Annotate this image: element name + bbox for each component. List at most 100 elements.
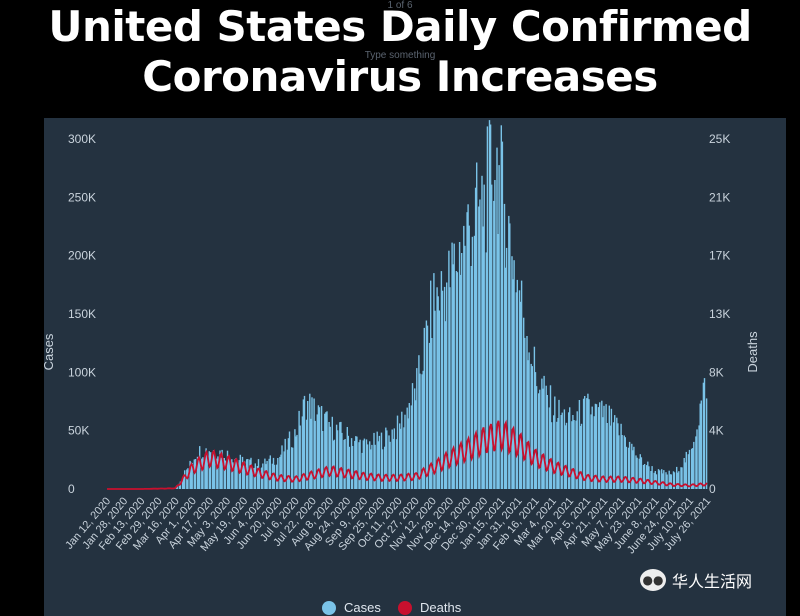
cases-bar [206,453,208,489]
cases-bar [340,421,342,489]
y-tick-label: 100K [68,365,96,379]
cases-bar [474,187,477,489]
cases-bar [359,439,361,489]
cases-bar [595,404,598,489]
cases-bar [294,429,296,489]
cases-bar [299,425,301,489]
cases-bar [594,403,597,489]
cases-bar [516,279,518,489]
cases-bar [392,438,394,489]
cases-bar [481,175,483,490]
cases-bar [373,432,375,489]
cases-bar [546,395,548,489]
cases-bar [614,415,616,489]
cases-bar [539,389,541,489]
cases-bar [346,427,348,489]
cases-bar [365,439,368,489]
cases-bar [670,474,672,489]
cases-bar [633,446,635,489]
cases-bar [549,385,552,489]
cases-bar [303,395,306,489]
cases-bar [256,466,259,489]
cases-bar [216,458,218,489]
legend-item-deaths[interactable]: Deaths [398,600,461,615]
cases-bar [186,469,188,489]
cases-bar [497,234,499,489]
cases-bar [292,447,294,489]
page-counter: 1 of 6 [387,0,413,11]
cases-bar [220,457,222,489]
cases-bar [470,266,472,489]
cases-bar [363,438,366,489]
cases-bar [685,451,687,489]
wechat-icon: ●● [640,569,666,591]
cases-bar [310,418,312,489]
cases-bar [524,337,526,489]
cases-bar [378,435,381,489]
cases-bar [489,124,492,489]
y-tick-label: 0 [68,482,75,496]
cases-bar [563,409,566,489]
cases-bar [618,435,620,489]
cases-bar [406,407,408,489]
cases-bar [249,459,251,489]
cases-bar [587,393,589,489]
cases-bar [683,458,685,489]
cases-bar [573,420,575,489]
legend-item-cases[interactable]: Cases [322,600,381,615]
cases-bar [418,355,420,489]
cases-bar [700,400,702,489]
cases-bar [234,459,236,489]
cases-bar [676,466,678,489]
cases-bar [476,162,478,489]
cases-bar [205,448,207,489]
cases-bar [178,483,181,489]
cases-bar [483,184,485,489]
cases-bar [251,466,253,489]
cases-bar [616,417,618,489]
cases-bar [453,243,455,489]
cases-bar [277,458,279,489]
cases-bar [283,451,285,489]
cases-bar [662,473,664,489]
cases-bar [491,184,493,489]
cases-bar [448,250,450,489]
cases-bar [314,420,316,489]
cases-bar [385,427,387,489]
cases-bar [221,449,223,489]
cases-bar [624,437,626,489]
cases-bar [329,426,331,489]
cases-bar [628,441,631,489]
cases-bar [569,407,571,489]
cases-bar [455,271,458,489]
cases-bar [650,471,652,489]
cases-bar [680,467,682,489]
cases-bar [534,372,537,489]
cases-bar [298,410,300,489]
cases-bar [184,470,186,489]
cases-bar [428,342,431,489]
cases-bar [482,226,484,489]
cases-bar [608,405,610,489]
cases-bar [519,301,522,489]
cases-bar [253,467,255,489]
y-tick-label: 50K [68,424,89,438]
cases-bar [601,400,603,489]
cases-bar [223,458,225,489]
cases-bar [350,438,353,489]
cases-bar [501,141,504,489]
cases-bar [356,436,358,489]
cases-bar [333,439,336,489]
cases-bar [582,398,585,489]
cases-bar [646,465,648,489]
cases-bar [593,416,595,489]
cases-bar [543,375,545,489]
cases-bar [568,412,570,489]
cases-bar [434,310,436,489]
cases-bar [341,432,343,489]
cases-bar [235,458,237,489]
cases-bar [466,212,468,489]
cases-bar [473,235,476,489]
cases-bar [643,464,646,489]
